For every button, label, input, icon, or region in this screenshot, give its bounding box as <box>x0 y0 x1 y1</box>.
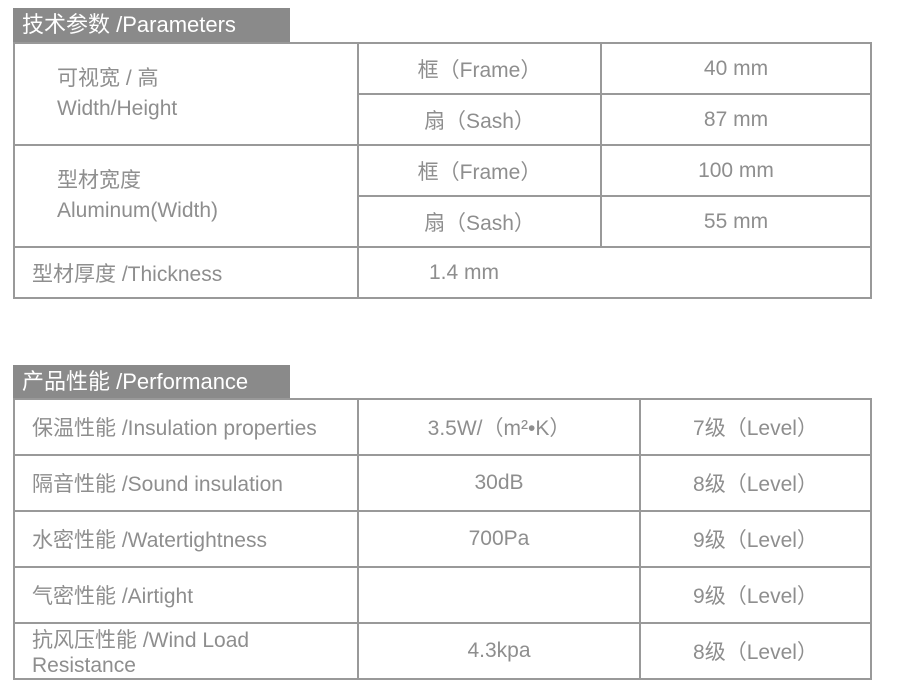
cell-sound-level: 8级（Level） <box>639 454 872 512</box>
cell-thickness-value: 1.4 mm <box>357 246 872 299</box>
cell-sash-part: 扇（Sash） <box>357 93 602 146</box>
label-en: Aluminum(Width) <box>57 199 219 222</box>
cell-windload-level: 8级（Level） <box>639 622 872 680</box>
performance-table: 保温性能 /Insulation properties 3.5W/（m²•K） … <box>13 398 872 680</box>
table-row: 保温性能 /Insulation properties 3.5W/（m²•K） … <box>13 398 872 456</box>
performance-title-bar: 产品性能 /Performance <box>13 365 290 398</box>
cell-width-height-label: 可视宽 / 高 Width/Height <box>13 42 359 146</box>
label-en: Width/Height <box>57 97 178 120</box>
table-row: 扇（Sash） 55 mm <box>14 195 872 248</box>
table-row: 扇（Sash） 87 mm <box>14 93 872 146</box>
cell-airtight-level: 9级（Level） <box>639 566 872 624</box>
table-row: 水密性能 /Watertightness 700Pa 9级（Level） <box>13 510 872 568</box>
cell-insulation-value: 3.5W/（m²•K） <box>357 398 641 456</box>
cell-sound-label: 隔音性能 /Sound insulation <box>13 454 359 512</box>
cell-sash-value: 55 mm <box>600 195 872 248</box>
performance-title: 产品性能 /Performance <box>22 369 249 394</box>
cell-sash-part: 扇（Sash） <box>357 195 602 248</box>
parameters-title-bar: 技术参数 /Parameters <box>13 8 290 42</box>
cell-frame-part: 框（Frame） <box>357 144 602 197</box>
cell-airtight-value <box>357 566 641 624</box>
parameters-title: 技术参数 /Parameters <box>22 12 236 37</box>
cell-sound-value: 30dB <box>357 454 641 512</box>
parameters-table: 可视宽 / 高 Width/Height 框（Frame） 40 mm 扇（Sa… <box>13 42 872 299</box>
cell-insulation-label: 保温性能 /Insulation properties <box>13 398 359 456</box>
cell-airtight-label: 气密性能 /Airtight <box>13 566 359 624</box>
cell-sash-value: 87 mm <box>600 93 872 146</box>
cell-frame-part: 框（Frame） <box>357 42 602 95</box>
cell-frame-value: 100 mm <box>600 144 872 197</box>
table-row: 型材宽度 Aluminum(Width) 框（Frame） 100 mm <box>13 144 872 248</box>
table-row: 气密性能 /Airtight 9级（Level） <box>13 566 872 624</box>
table-row: 可视宽 / 高 Width/Height 框（Frame） 40 mm <box>13 42 872 146</box>
cell-watertight-value: 700Pa <box>357 510 641 568</box>
cell-windload-value: 4.3kpa <box>357 622 641 680</box>
table-row: 隔音性能 /Sound insulation 30dB 8级（Level） <box>13 454 872 512</box>
cell-thickness-label: 型材厚度 /Thickness <box>13 246 359 299</box>
table-row: 抗风压性能 /Wind Load Resistance 4.3kpa 8级（Le… <box>13 622 872 680</box>
cell-windload-label: 抗风压性能 /Wind Load Resistance <box>13 622 359 680</box>
cell-frame-value: 40 mm <box>600 42 872 95</box>
cell-watertight-level: 9级（Level） <box>639 510 872 568</box>
cell-watertight-label: 水密性能 /Watertightness <box>13 510 359 568</box>
label-zh: 型材宽度 <box>57 168 141 192</box>
table-row: 型材厚度 /Thickness 1.4 mm <box>13 246 872 299</box>
cell-insulation-level: 7级（Level） <box>639 398 872 456</box>
label-zh: 可视宽 / 高 <box>57 66 159 90</box>
cell-aluminum-width-label: 型材宽度 Aluminum(Width) <box>13 144 359 248</box>
